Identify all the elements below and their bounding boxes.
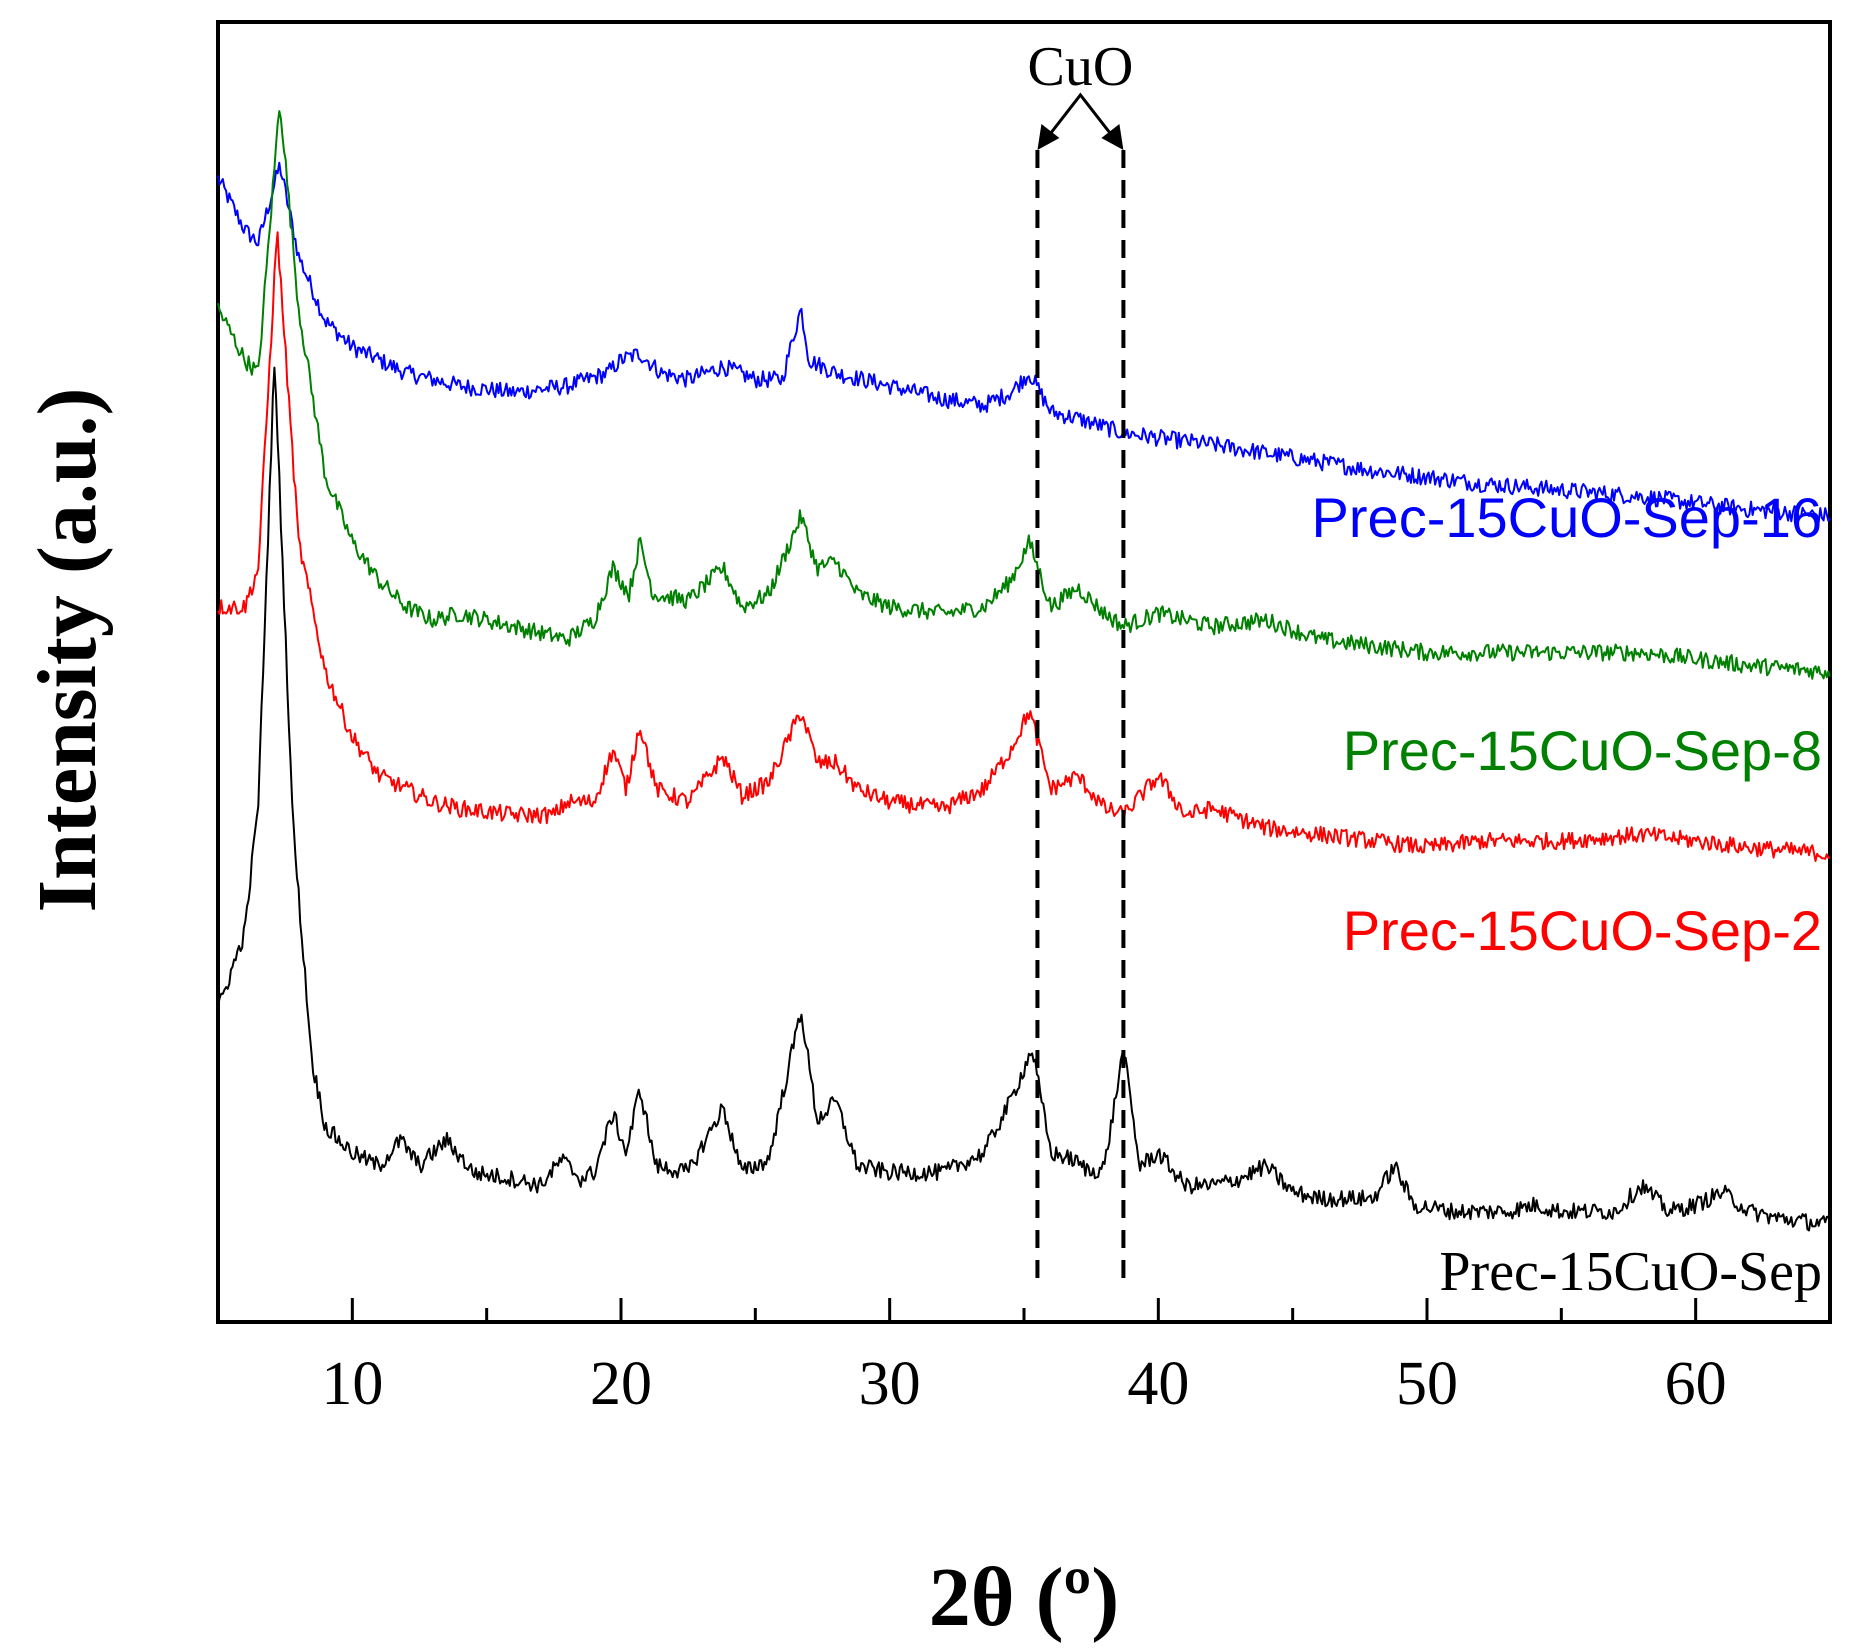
- series-line-2: [217, 231, 1831, 862]
- x-tick-label: 20: [590, 1350, 652, 1418]
- series-label-sep: Prec-15CuO-Sep: [1439, 1241, 1822, 1303]
- series-line-3: [217, 366, 1831, 1232]
- x-tick-label: 10: [321, 1350, 383, 1418]
- cuo-arrow: [1044, 92, 1117, 141]
- plot-frame: [216, 20, 1832, 1324]
- series-line-0: [217, 161, 1831, 524]
- x-tick-label: 40: [1127, 1350, 1189, 1418]
- series-line-1: [217, 110, 1831, 680]
- y-axis-title: Intensity (a.u.): [21, 387, 114, 912]
- x-tick-label: 60: [1665, 1350, 1727, 1418]
- cuo-arrowhead-2: [1101, 124, 1124, 150]
- cuo-label: CuO: [1028, 36, 1134, 98]
- x-axis-title: 2θ (º): [929, 1551, 1120, 1644]
- series-group: [217, 110, 1831, 1232]
- x-axis-ticks: 10 20 30 40 50 60: [216, 1298, 1832, 1418]
- x-tick-label: 50: [1396, 1350, 1458, 1418]
- cuo-arrowhead-1: [1037, 124, 1060, 150]
- series-label-sep-16: Prec-15CuO-Sep-16: [1312, 486, 1822, 549]
- x-tick-label: 30: [859, 1350, 921, 1418]
- cuo-annotation: CuO: [1028, 36, 1134, 1290]
- series-label-sep-2: Prec-15CuO-Sep-2: [1343, 899, 1822, 962]
- series-label-sep-8: Prec-15CuO-Sep-8: [1343, 719, 1822, 782]
